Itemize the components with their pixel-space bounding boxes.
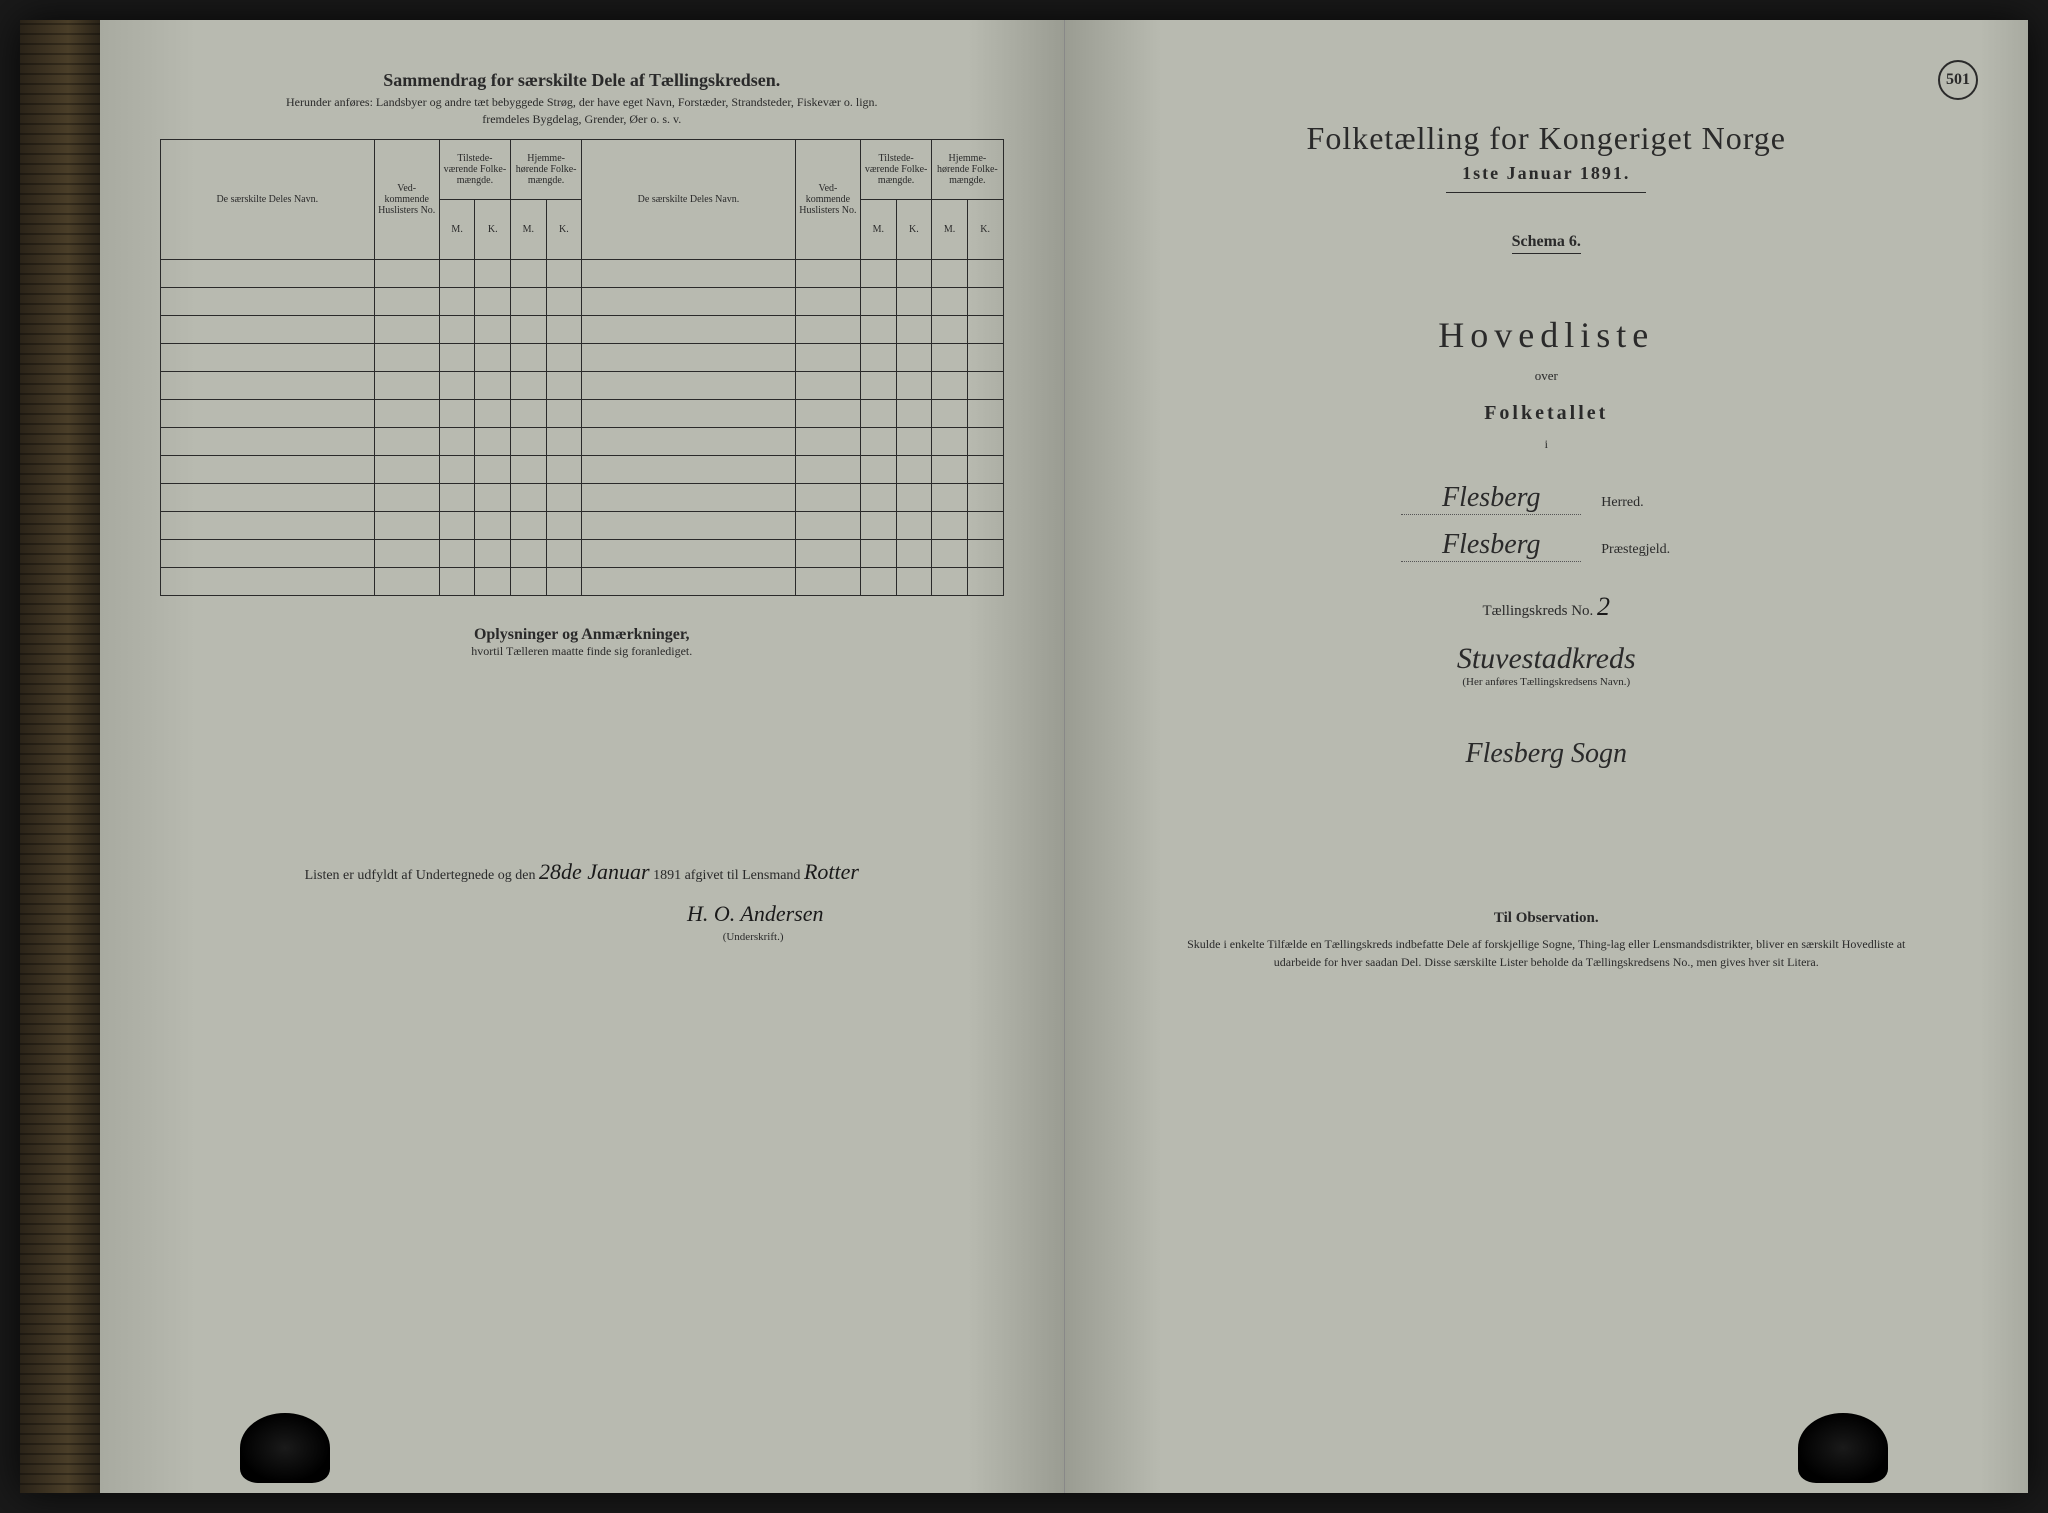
th-m: M.	[932, 200, 968, 260]
th-k: K.	[546, 200, 582, 260]
table-row	[161, 540, 1004, 568]
table-row	[161, 372, 1004, 400]
folketallet-label: Folketallet	[1125, 402, 1969, 425]
divider	[1446, 192, 1646, 193]
book-spread: Sammendrag for særskilte Dele af Tælling…	[20, 20, 2028, 1493]
th-ved-2: Ved-kommende Huslisters No.	[795, 140, 860, 260]
praestegjeld-value: Flesberg	[1401, 529, 1581, 562]
th-k: K.	[475, 200, 511, 260]
th-tilstede-1: Tilstede-værende Folke-mængde.	[439, 140, 510, 200]
observation-text: Skulde i enkelte Tilfælde en Tællingskre…	[1125, 935, 1969, 971]
table-row	[161, 568, 1004, 596]
over-label: over	[1125, 368, 1969, 384]
signature-name: H. O. Andersen	[160, 901, 1004, 927]
sig-text-1: Listen er udfyldt af Undertegnede og den	[305, 868, 536, 883]
th-name-2: De særskilte Deles Navn.	[582, 140, 796, 260]
left-subtitle-2: fremdeles Bygdelag, Grender, Øer o. s. v…	[160, 112, 1004, 127]
census-table: De særskilte Deles Navn. Ved-kommende Hu…	[160, 139, 1004, 596]
left-subtitle-1: Herunder anføres: Landsbyer og andre tæt…	[160, 95, 1004, 110]
th-m: M.	[439, 200, 475, 260]
praestegjeld-label: Præstegjeld.	[1601, 542, 1691, 558]
table-row	[161, 400, 1004, 428]
th-hjemme-2: Hjemme-hørende Folke-mængde.	[932, 140, 1003, 200]
census-date: 1ste Januar 1891.	[1125, 163, 1969, 184]
sig-date: 28de Januar	[539, 859, 650, 884]
notes-subtitle: hvortil Tælleren maatte finde sig foranl…	[160, 644, 1004, 659]
observation-title: Til Observation.	[1125, 910, 1969, 927]
census-title: Folketælling for Kongeriget Norge	[1125, 120, 1969, 157]
page-number: 501	[1938, 60, 1978, 100]
left-page: Sammendrag for særskilte Dele af Tælling…	[100, 20, 1065, 1493]
sogn-name: Flesberg Sogn	[1125, 738, 1969, 770]
table-row	[161, 344, 1004, 372]
herred-value: Flesberg	[1401, 482, 1581, 515]
th-name-1: De særskilte Deles Navn.	[161, 140, 375, 260]
page-clip-icon	[1798, 1413, 1888, 1483]
signature-line: Listen er udfyldt af Undertegnede og den…	[160, 859, 1004, 885]
book-spine	[20, 20, 100, 1493]
th-k: K.	[896, 200, 932, 260]
right-page: 501 Folketælling for Kongeriget Norge 1s…	[1065, 20, 2029, 1493]
underscript: (Underskrift.)	[160, 931, 1004, 943]
table-row	[161, 260, 1004, 288]
page-clip-icon	[240, 1413, 330, 1483]
herred-row: Flesberg Herred.	[1125, 482, 1969, 515]
table-row	[161, 456, 1004, 484]
th-tilstede-2: Tilstede-værende Folke-mængde.	[861, 140, 932, 200]
kreds-sub: (Her anføres Tællingskredsens Navn.)	[1125, 676, 1969, 688]
sig-lensmand: Rotter	[804, 859, 859, 884]
sig-text-2: 1891 afgivet til Lensmand	[653, 868, 800, 883]
notes-title: Oplysninger og Anmærkninger,	[160, 626, 1004, 644]
table-row	[161, 484, 1004, 512]
table-body	[161, 260, 1004, 596]
schema-label: Schema 6.	[1512, 233, 1581, 254]
kreds-name: Stuvestadkreds	[1125, 642, 1969, 676]
left-title: Sammendrag for særskilte Dele af Tælling…	[160, 70, 1004, 91]
kreds-no-label: Tællingskreds No.	[1482, 603, 1593, 619]
th-m: M.	[511, 200, 547, 260]
th-m: M.	[861, 200, 897, 260]
kreds-no-value: 2	[1597, 592, 1610, 621]
table-row	[161, 316, 1004, 344]
table-row	[161, 428, 1004, 456]
table-row	[161, 512, 1004, 540]
kreds-no-row: Tællingskreds No. 2	[1125, 592, 1969, 622]
herred-label: Herred.	[1601, 495, 1691, 511]
table-row	[161, 288, 1004, 316]
i-label: i	[1125, 437, 1969, 452]
th-hjemme-1: Hjemme-hørende Folke-mængde.	[511, 140, 582, 200]
praestegjeld-row: Flesberg Præstegjeld.	[1125, 529, 1969, 562]
th-ved-1: Ved-kommende Huslisters No.	[374, 140, 439, 260]
th-k: K.	[967, 200, 1003, 260]
hovedliste-heading: Hovedliste	[1125, 314, 1969, 356]
